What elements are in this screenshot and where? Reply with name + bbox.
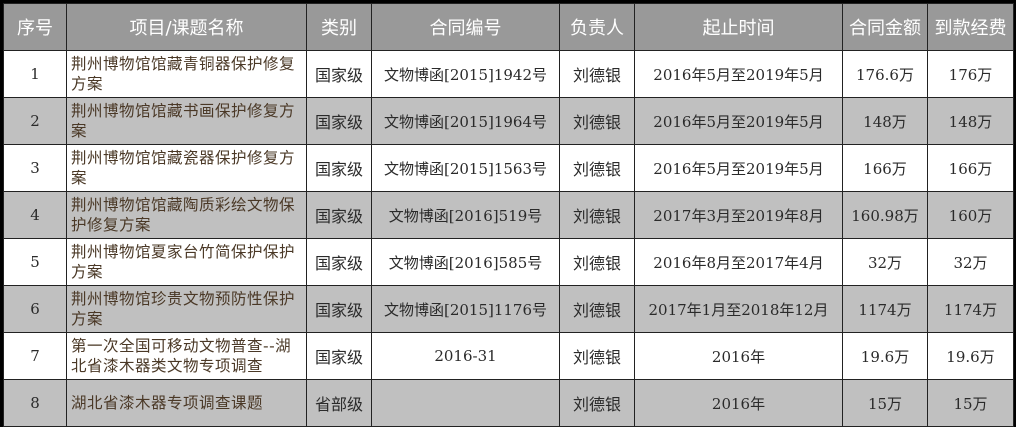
- header-received: 到款经费: [927, 3, 1014, 51]
- cell-name: 荆州博物馆珍贵文物预防性保护方案: [66, 285, 307, 333]
- cell-name: 荆州博物馆馆藏陶质彩绘文物保护修复方案: [66, 191, 307, 239]
- cell-contract: 2016-31: [371, 332, 560, 380]
- table-row: 3 荆州博物馆馆藏瓷器保护修复方案 国家级 文物博函[2015]1563号 刘德银 201…: [3, 144, 1014, 192]
- cell-category: 国家级: [306, 144, 372, 192]
- cell-received: 160万: [927, 191, 1014, 239]
- cell-contract: 文物博函[2015]1964号: [371, 97, 560, 145]
- cell-name: 荆州博物馆馆藏青铜器保护修复方案: [66, 50, 307, 98]
- cell-name: 荆州博物馆馆藏书画保护修复方案: [66, 97, 307, 145]
- cell-period: 2017年3月至2019年8月: [634, 191, 843, 239]
- cell-period: 2016年5月至2019年5月: [634, 50, 843, 98]
- cell-name: 荆州博物馆馆藏瓷器保护修复方案: [66, 144, 307, 192]
- cell-person: 刘德银: [559, 97, 635, 145]
- cell-person: 刘德银: [559, 238, 635, 286]
- cell-category: 国家级: [306, 191, 372, 239]
- cell-received: 148万: [927, 97, 1014, 145]
- header-row: 序号 项目/课题名称 类别 合同编号 负责人 起止时间 合同金额 到款经费: [3, 3, 1014, 51]
- cell-period: 2016年: [634, 332, 843, 380]
- cell-period: 2016年5月至2019年5月: [634, 144, 843, 192]
- cell-received: 166万: [927, 144, 1014, 192]
- cell-category: 国家级: [306, 238, 372, 286]
- cell-period: 2016年5月至2019年5月: [634, 97, 843, 145]
- cell-person: 刘德银: [559, 379, 635, 427]
- table-row: 4 荆州博物馆馆藏陶质彩绘文物保护修复方案 国家级 文物博函[2016]519号 刘德银…: [3, 191, 1014, 239]
- cell-period: 2017年1月至2018年12月: [634, 285, 843, 333]
- header-person: 负责人: [559, 3, 635, 51]
- header-amount: 合同金额: [842, 3, 928, 51]
- cell-contract: 文物博函[2015]1563号: [371, 144, 560, 192]
- header-contract: 合同编号: [371, 3, 560, 51]
- cell-amount: 19.6万: [842, 332, 928, 380]
- cell-amount: 160.98万: [842, 191, 928, 239]
- cell-no: 1: [3, 50, 67, 98]
- table-row: 8 湖北省漆木器专项调查课题 省部级 刘德银 2016年 15万 15万: [3, 379, 1014, 427]
- cell-no: 5: [3, 238, 67, 286]
- cell-category: 省部级: [306, 379, 372, 427]
- cell-name: 荆州博物馆夏家台竹简保护保护方案: [66, 238, 307, 286]
- cell-name: 湖北省漆木器专项调查课题: [66, 379, 307, 427]
- cell-no: 7: [3, 332, 67, 380]
- table-row: 5 荆州博物馆夏家台竹简保护保护方案 国家级 文物博函[2016]585号 刘德银 201…: [3, 238, 1014, 286]
- cell-contract: 文物博函[2016]585号: [371, 238, 560, 286]
- cell-received: 32万: [927, 238, 1014, 286]
- cell-no: 3: [3, 144, 67, 192]
- cell-amount: 15万: [842, 379, 928, 427]
- cell-category: 国家级: [306, 332, 372, 380]
- cell-period: 2016年8月至2017年4月: [634, 238, 843, 286]
- cell-contract: [371, 379, 560, 427]
- cell-period: 2016年: [634, 379, 843, 427]
- cell-person: 刘德银: [559, 191, 635, 239]
- header-name: 项目/课题名称: [66, 3, 307, 51]
- cell-person: 刘德银: [559, 332, 635, 380]
- cell-amount: 32万: [842, 238, 928, 286]
- cell-received: 15万: [927, 379, 1014, 427]
- cell-category: 国家级: [306, 50, 372, 98]
- cell-person: 刘德银: [559, 50, 635, 98]
- cell-no: 6: [3, 285, 67, 333]
- table-row: 2 荆州博物馆馆藏书画保护修复方案 国家级 文物博函[2015]1964号 刘德银 201…: [3, 97, 1014, 145]
- cell-no: 2: [3, 97, 67, 145]
- cell-amount: 148万: [842, 97, 928, 145]
- header-category: 类别: [306, 3, 372, 51]
- cell-no: 4: [3, 191, 67, 239]
- cell-category: 国家级: [306, 97, 372, 145]
- cell-received: 1174万: [927, 285, 1014, 333]
- cell-contract: 文物博函[2015]1942号: [371, 50, 560, 98]
- cell-person: 刘德银: [559, 144, 635, 192]
- cell-received: 19.6万: [927, 332, 1014, 380]
- cell-person: 刘德银: [559, 285, 635, 333]
- cell-category: 国家级: [306, 285, 372, 333]
- cell-no: 8: [3, 379, 67, 427]
- table-row: 6 荆州博物馆珍贵文物预防性保护方案 国家级 文物博函[2015]1176号 刘德银 20…: [3, 285, 1014, 333]
- header-no: 序号: [3, 3, 67, 51]
- header-period: 起止时间: [634, 3, 843, 51]
- cell-name: 第一次全国可移动文物普查--湖北省漆木器类文物专项调查: [66, 332, 307, 380]
- cell-contract: 文物博函[2015]1176号: [371, 285, 560, 333]
- cell-received: 176万: [927, 50, 1014, 98]
- cell-amount: 166万: [842, 144, 928, 192]
- cell-contract: 文物博函[2016]519号: [371, 191, 560, 239]
- cell-amount: 1174万: [842, 285, 928, 333]
- table-row: 7 第一次全国可移动文物普查--湖北省漆木器类文物专项调查 国家级 2016-31 刘德…: [3, 332, 1014, 380]
- table-row: 1 荆州博物馆馆藏青铜器保护修复方案 国家级 文物博函[2015]1942号 刘德银 20…: [3, 50, 1014, 98]
- cell-amount: 176.6万: [842, 50, 928, 98]
